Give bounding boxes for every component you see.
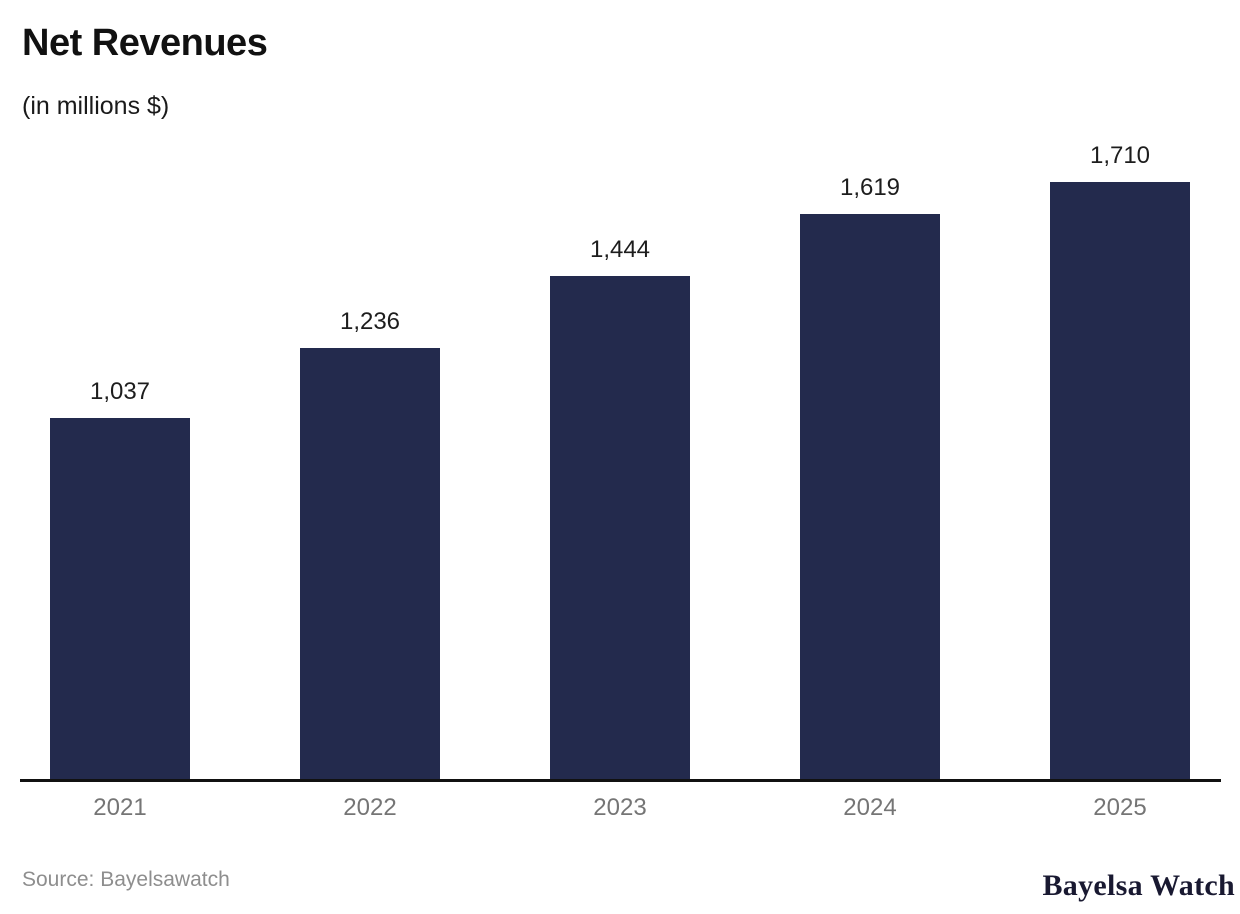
x-axis-line (20, 779, 1221, 782)
brand-logo-text: Bayelsa Watch (1042, 869, 1235, 902)
bar-2022 (300, 348, 440, 781)
tick-label-2025: 2025 (1093, 794, 1147, 821)
x-axis-tick-labels: 2021 2022 2023 2024 2025 (0, 794, 1240, 824)
bar-2023 (550, 276, 690, 781)
bar-value-label: 1,710 (1089, 142, 1151, 169)
chart-subtitle: (in millions $) (22, 92, 170, 120)
bar-value-label: 1,619 (839, 174, 901, 201)
bar-group-2024: 1,619 (800, 140, 940, 781)
chart-title: Net Revenues (22, 22, 268, 64)
tick-label-2022: 2022 (343, 794, 397, 821)
plot-area: 1,037 1,236 1,444 1,619 1,710 (0, 140, 1240, 781)
bar-group-2023: 1,444 (550, 140, 690, 781)
tick-label-2024: 2024 (843, 794, 897, 821)
bar-value-label: 1,037 (89, 378, 151, 405)
bar-2021 (50, 418, 190, 781)
bar-group-2021: 1,037 (50, 140, 190, 781)
tick-label-2021: 2021 (93, 794, 147, 821)
bar-group-2022: 1,236 (300, 140, 440, 781)
bar-value-label: 1,236 (339, 308, 401, 335)
bar-2024 (800, 214, 940, 781)
bar-group-2025: 1,710 (1050, 140, 1190, 781)
bar-value-label: 1,444 (589, 236, 651, 263)
bar-2025 (1050, 182, 1190, 781)
tick-label-2023: 2023 (593, 794, 647, 821)
source-attribution: Source: Bayelsawatch (22, 868, 230, 891)
